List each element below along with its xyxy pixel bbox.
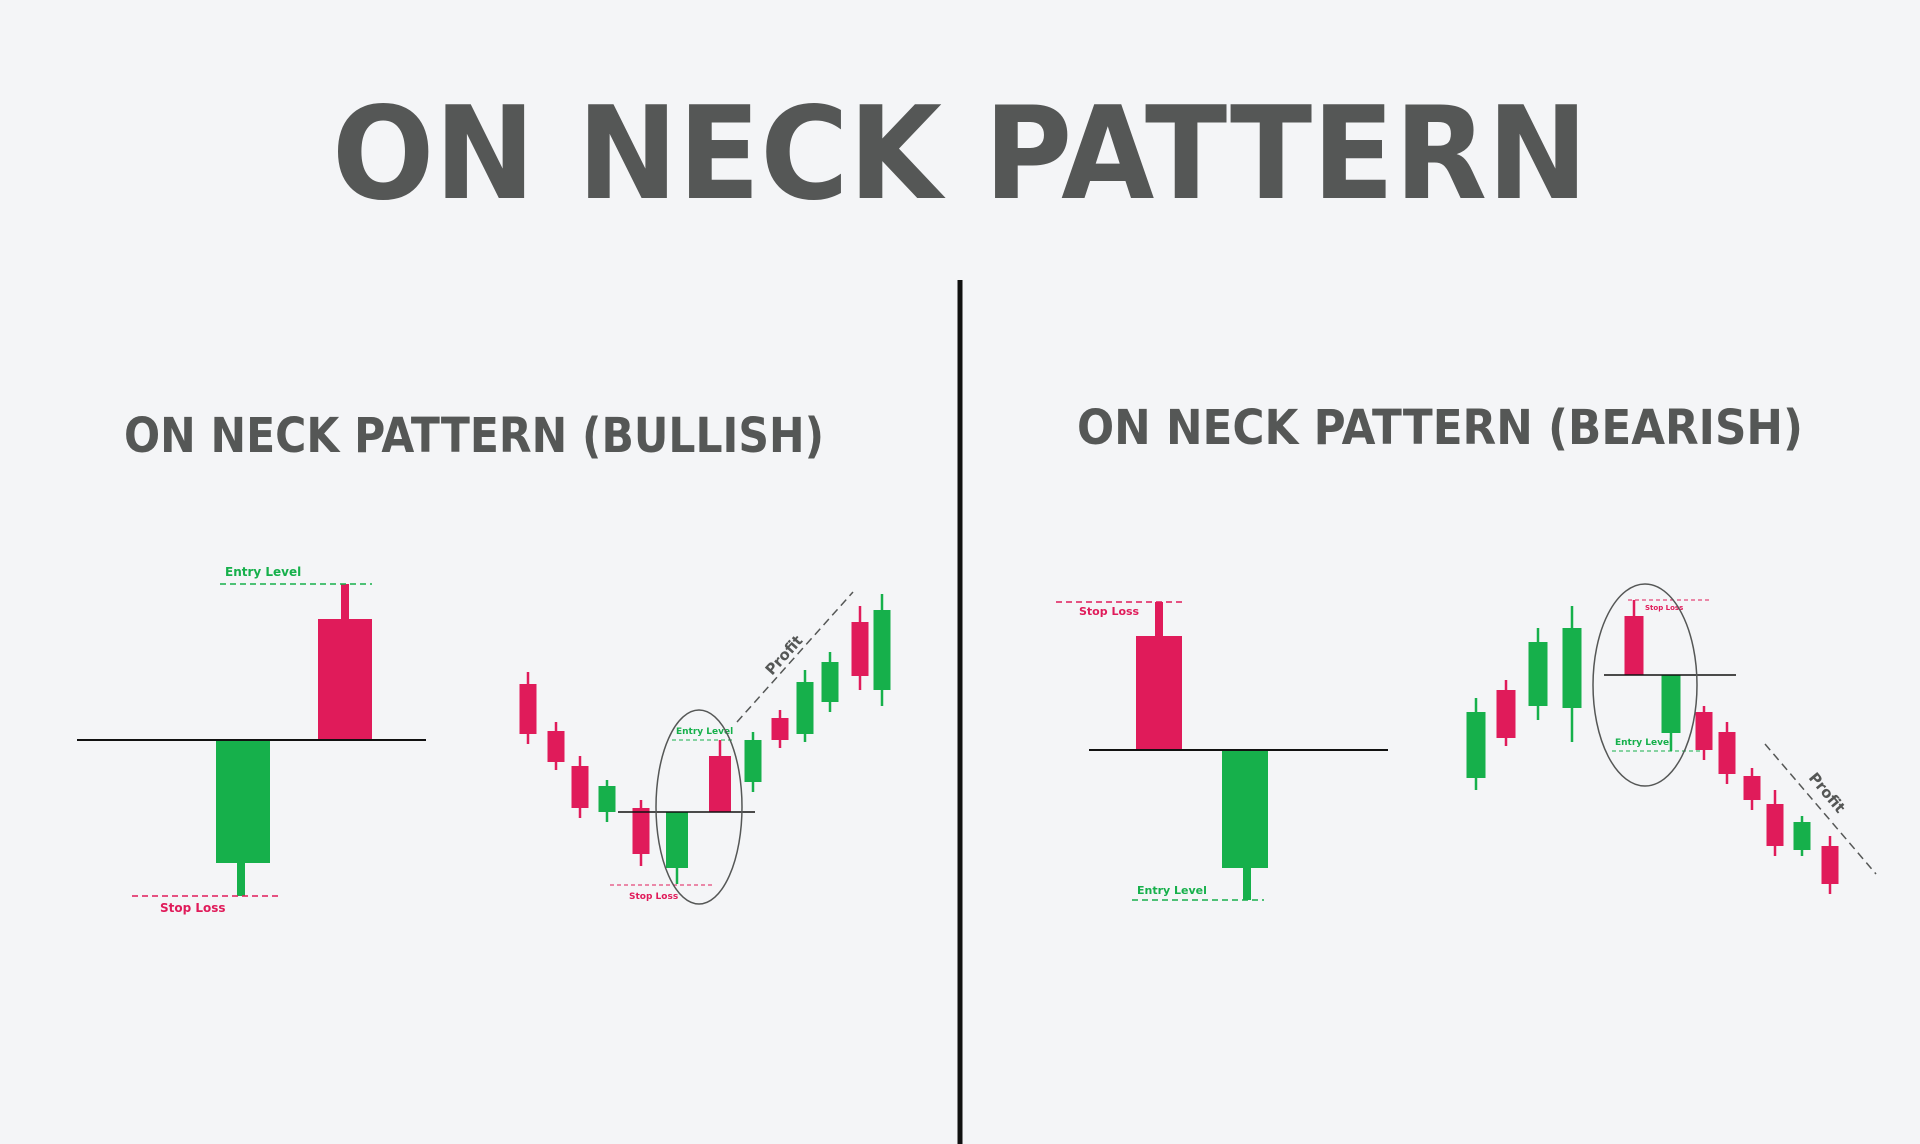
bullish-example-candle-body xyxy=(666,812,688,868)
bullish-closeup-entry-label: Entry Level xyxy=(225,565,301,579)
bullish-example-candle xyxy=(547,722,565,770)
bullish-example-candle-body xyxy=(709,756,731,812)
bearish-example-candle xyxy=(1743,768,1761,810)
bullish-closeup: Entry Level Stop Loss xyxy=(77,565,426,915)
bullish-example-candle xyxy=(851,606,869,690)
bearish-closeup-entry-label: Entry Level xyxy=(1137,884,1207,897)
bearish-example-stop-label: Stop Loss xyxy=(1645,604,1683,612)
bullish-example-candle xyxy=(632,800,650,866)
bearish-example-candle xyxy=(1624,600,1644,675)
bullish-example-pattern-highlight xyxy=(655,709,743,905)
bearish-example-candle-body xyxy=(1624,616,1644,675)
bearish-example-candle xyxy=(1528,628,1548,720)
bullish-example-profit-label: Profit xyxy=(762,632,807,679)
bullish-example-profit-line xyxy=(736,591,854,723)
bearish-example-candle xyxy=(1661,675,1681,751)
bullish-example-candle-body xyxy=(744,740,762,782)
bearish-example-candle-body xyxy=(1718,732,1736,774)
bearish-closeup-green-wick xyxy=(1243,866,1251,900)
bearish-example-candle-body xyxy=(1661,675,1681,733)
bearish-example-candle-body xyxy=(1695,712,1713,750)
bullish-example-candle-body xyxy=(821,662,839,702)
bullish-closeup-red-body xyxy=(318,619,372,740)
bearish-closeup-stop-label: Stop Loss xyxy=(1079,605,1140,618)
bullish-example-candle-body xyxy=(598,786,616,812)
bearish-example-candle xyxy=(1718,722,1736,784)
bullish-example-candle-body xyxy=(519,684,537,734)
bearish-example-candle-body xyxy=(1562,628,1582,708)
bullish-closeup-green-body xyxy=(216,740,270,863)
bullish-example-candles xyxy=(519,594,891,884)
bullish-subtitle: ON NECK PATTERN (BULLISH) xyxy=(124,408,824,464)
bullish-example-candle xyxy=(771,710,789,748)
bearish-example-candle-body xyxy=(1766,804,1784,846)
bearish-closeup-red-wick xyxy=(1155,602,1163,638)
bullish-example-candle-body xyxy=(851,622,869,676)
bearish-closeup-red-body xyxy=(1136,636,1182,750)
bullish-example-candle xyxy=(709,740,731,812)
bullish-example-candle-body xyxy=(571,766,589,808)
main-title: ON NECK PATTERN xyxy=(332,80,1588,229)
bearish-example-profit-label: Profit xyxy=(1805,769,1849,817)
bullish-example-candle-body xyxy=(771,718,789,740)
bearish-example-candle-body xyxy=(1821,846,1839,884)
bearish-example-candle-body xyxy=(1496,690,1516,738)
bullish-example-candle xyxy=(666,812,688,884)
bearish-example-candle-body xyxy=(1528,642,1548,706)
bearish-example-candle xyxy=(1793,816,1811,856)
bullish-example-candle-body xyxy=(873,610,891,690)
bearish-example-candle-body xyxy=(1466,712,1486,778)
bearish-example-candle xyxy=(1695,706,1713,760)
bullish-example-candle xyxy=(744,732,762,792)
bearish-example-pattern-highlight xyxy=(1592,583,1698,787)
bullish-example-candle xyxy=(598,780,616,822)
bearish-example: Stop Loss Entry Level Profit xyxy=(1466,583,1877,894)
bullish-example-candle-body xyxy=(547,731,565,762)
bearish-example-entry-label: Entry Level xyxy=(1615,738,1672,748)
bullish-closeup-stop-label: Stop Loss xyxy=(160,901,226,915)
bullish-example-candle xyxy=(519,672,537,744)
bullish-example-candle xyxy=(796,670,814,742)
bullish-example-candle-body xyxy=(796,682,814,734)
bullish-example-stop-label: Stop Loss xyxy=(629,892,678,902)
bullish-example: Entry Level Stop Loss Profit xyxy=(519,591,891,905)
bearish-example-candle xyxy=(1766,790,1784,856)
bearish-example-candles xyxy=(1466,600,1839,894)
bearish-example-candle-body xyxy=(1743,776,1761,800)
bearish-closeup-green-body xyxy=(1222,750,1268,868)
bearish-example-profit-line xyxy=(1764,743,1877,875)
bearish-example-candle-body xyxy=(1793,822,1811,850)
bearish-example-candle xyxy=(1821,836,1839,894)
bearish-example-candle xyxy=(1496,680,1516,746)
bullish-example-entry-label: Entry Level xyxy=(676,727,733,737)
bullish-closeup-red-wick xyxy=(341,584,349,624)
bullish-example-candle xyxy=(873,594,891,706)
bearish-subtitle: ON NECK PATTERN (BEARISH) xyxy=(1077,400,1803,456)
bearish-example-candle xyxy=(1466,698,1486,790)
bullish-closeup-green-wick xyxy=(237,860,245,896)
bearish-example-candle xyxy=(1562,606,1582,742)
bullish-example-candle-body xyxy=(632,808,650,854)
bullish-example-candle xyxy=(821,652,839,712)
bearish-closeup: Stop Loss Entry Level xyxy=(1056,601,1388,901)
bullish-example-candle xyxy=(571,756,589,818)
